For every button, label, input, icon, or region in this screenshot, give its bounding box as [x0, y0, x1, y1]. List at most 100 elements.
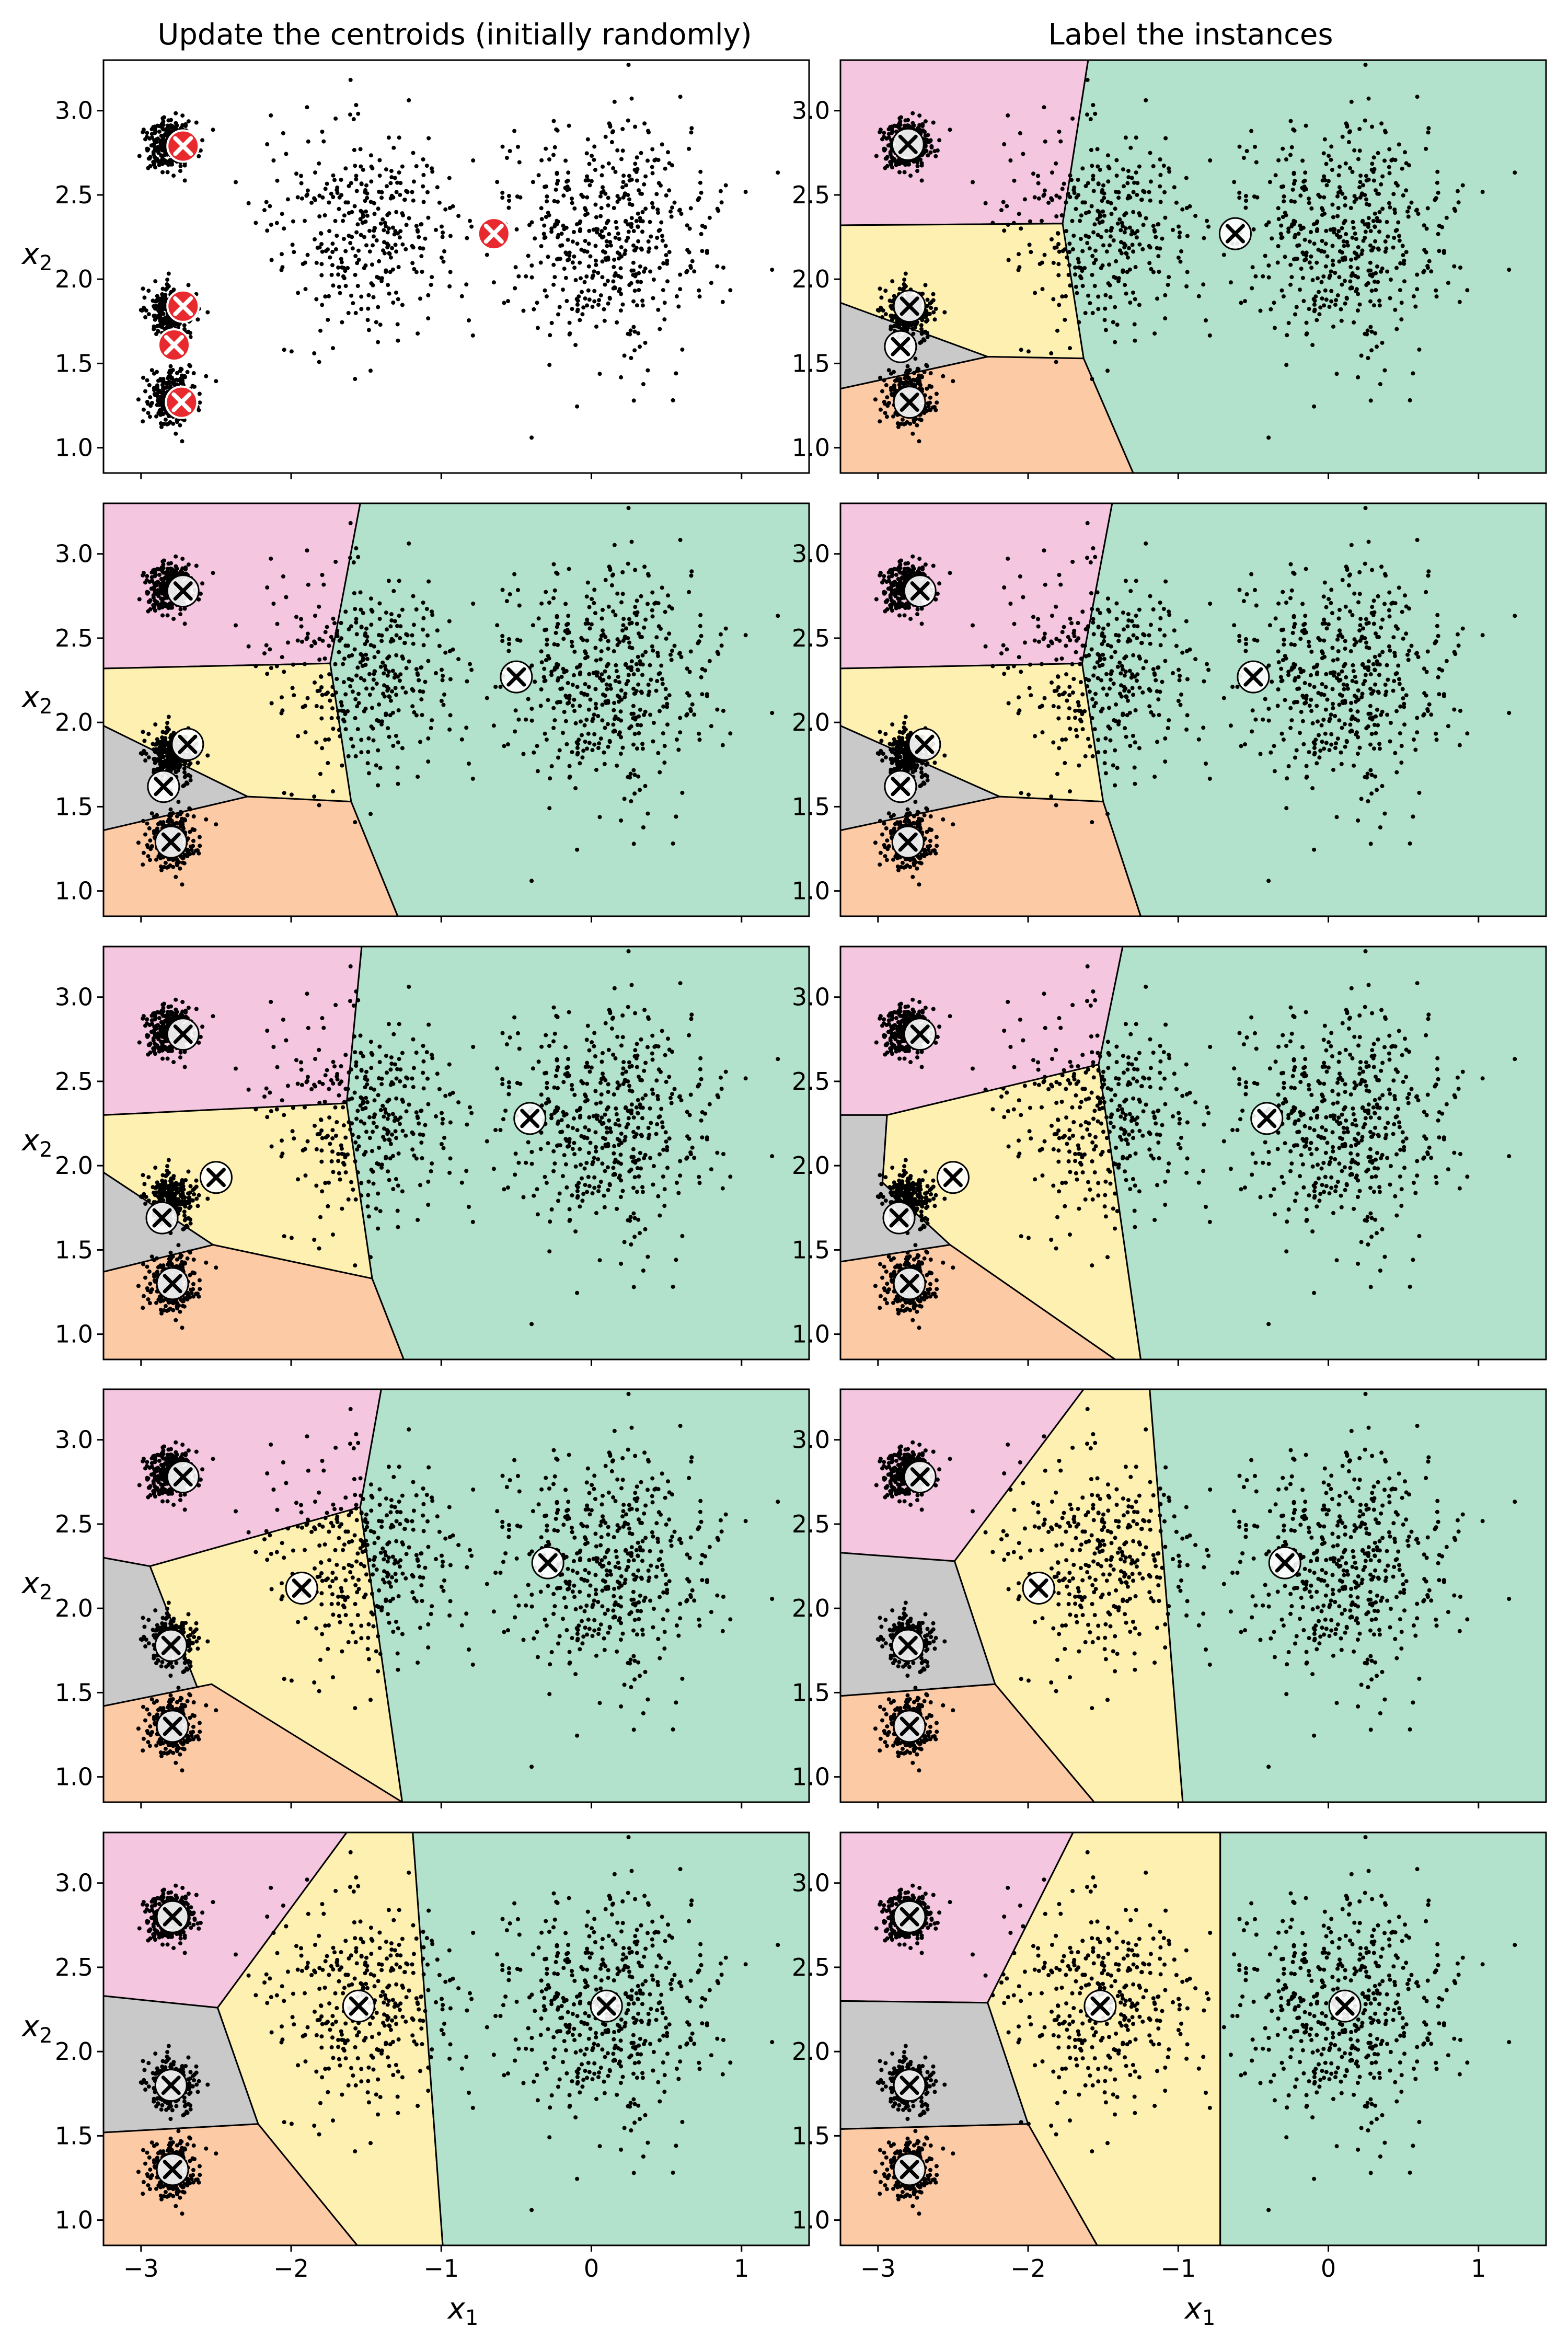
data-point — [352, 591, 356, 595]
data-point — [1243, 205, 1248, 210]
data-point — [329, 273, 334, 277]
data-point — [330, 250, 335, 254]
data-point — [1105, 368, 1110, 373]
data-point — [365, 318, 370, 322]
data-point — [1379, 121, 1384, 126]
data-point — [1042, 192, 1046, 197]
data-point — [1276, 158, 1281, 163]
data-point — [1174, 200, 1179, 205]
data-point — [655, 207, 660, 212]
data-point — [678, 95, 683, 99]
data-point — [875, 308, 880, 313]
data-point — [160, 559, 165, 564]
data-point — [1167, 166, 1171, 171]
data-point — [699, 232, 704, 236]
data-point — [333, 662, 338, 666]
data-point — [1392, 236, 1397, 240]
data-point — [1435, 180, 1439, 185]
data-point — [1444, 215, 1449, 220]
data-point — [441, 230, 445, 235]
data-point — [1368, 243, 1373, 248]
data-point — [390, 225, 395, 230]
data-point — [468, 218, 472, 223]
data-point — [168, 385, 172, 390]
data-point — [1360, 248, 1365, 253]
data-point — [279, 711, 284, 716]
data-point — [635, 722, 640, 727]
data-point — [448, 677, 453, 682]
data-point — [149, 811, 154, 816]
data-point — [587, 162, 592, 166]
data-point — [1054, 161, 1058, 166]
data-point — [332, 178, 337, 182]
data-point — [728, 288, 733, 293]
data-point — [1018, 131, 1022, 135]
data-point — [648, 269, 653, 274]
data-point — [1251, 227, 1256, 232]
data-point — [1369, 289, 1374, 293]
data-point — [1100, 199, 1104, 203]
data-point — [919, 178, 924, 183]
data-point — [350, 210, 354, 214]
data-point — [421, 601, 425, 605]
data-point — [1324, 162, 1329, 166]
data-point — [171, 174, 176, 178]
data-point — [147, 383, 152, 387]
data-point — [1310, 343, 1315, 348]
data-point — [915, 366, 920, 371]
data-point — [136, 397, 141, 402]
data-point — [1202, 236, 1206, 240]
data-point — [353, 377, 358, 382]
data-point — [149, 586, 154, 591]
data-point — [599, 206, 604, 210]
data-point — [536, 173, 541, 178]
data-point — [137, 154, 142, 158]
data-point — [563, 275, 568, 280]
data-point — [1096, 164, 1100, 169]
data-point — [1397, 234, 1401, 238]
data-point — [299, 624, 304, 629]
data-point — [1340, 226, 1344, 230]
data-point — [697, 737, 702, 742]
data-point — [526, 253, 531, 258]
data-point — [913, 325, 917, 330]
data-point — [339, 178, 343, 182]
data-point — [188, 761, 193, 766]
data-point — [339, 700, 343, 705]
data-point — [1332, 230, 1336, 235]
data-point — [931, 120, 936, 125]
data-point — [262, 208, 267, 213]
data-point — [151, 603, 156, 607]
data-point — [155, 767, 160, 771]
data-point — [1131, 210, 1136, 214]
data-point — [379, 195, 384, 200]
data-point — [396, 781, 400, 786]
data-point — [164, 298, 168, 303]
data-point — [375, 718, 379, 722]
data-point — [1096, 307, 1101, 312]
data-point — [166, 714, 171, 719]
data-point — [342, 709, 346, 713]
data-point — [363, 642, 367, 647]
data-point — [516, 144, 520, 149]
data-point — [167, 756, 172, 761]
data-point — [581, 305, 586, 310]
data-point — [447, 727, 452, 732]
data-point — [1135, 192, 1139, 197]
data-point — [320, 638, 325, 643]
data-point — [164, 741, 168, 746]
data-point — [552, 588, 557, 593]
data-point — [654, 192, 659, 197]
data-point — [601, 164, 605, 169]
data-point — [1417, 347, 1422, 352]
data-point — [637, 631, 641, 636]
data-point — [159, 565, 164, 570]
data-point — [570, 307, 574, 312]
data-point — [598, 194, 603, 199]
data-point — [174, 377, 179, 382]
data-point — [1480, 190, 1485, 194]
data-point — [1348, 206, 1353, 210]
data-point — [878, 375, 882, 380]
data-point — [1359, 251, 1364, 256]
data-point — [495, 180, 500, 185]
